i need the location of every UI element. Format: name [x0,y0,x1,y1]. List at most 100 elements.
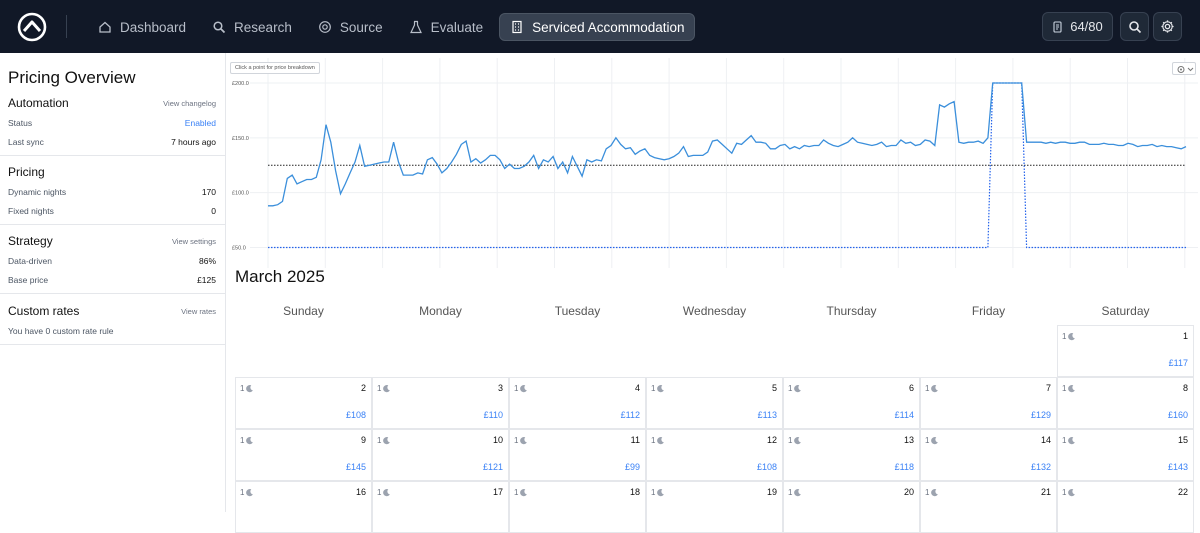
nights-indicator: 1 [788,384,802,393]
calendar-day-cell[interactable]: 1 17 [372,481,509,533]
base-price-value: £125 [197,275,216,285]
settings-button[interactable] [1153,12,1182,41]
nights-indicator: 1 [651,488,665,497]
nav-item-label: Evaluate [430,19,484,35]
calendar-day-cell[interactable]: 1 22 [1057,481,1194,533]
data-driven-value: 86% [198,256,216,266]
credits-button[interactable]: 64/80 [1042,12,1113,41]
calendar-day-cell[interactable]: 1 13 £118 [783,429,920,481]
moon-icon [657,436,665,445]
moon-icon [246,384,254,393]
nights-indicator: 1 [377,436,391,445]
search-icon [1128,20,1141,33]
logo-icon[interactable] [17,12,47,42]
view-settings-link[interactable]: View settings [171,237,216,246]
target-icon [318,21,331,33]
day-number: 14 [1040,435,1051,445]
calendar-day-cell[interactable]: 1 10 £121 [372,429,509,481]
calendar-day-cell[interactable]: 1 20 [783,481,920,533]
calendar-day-cell[interactable]: 1 14 £132 [920,429,1057,481]
day-number: 5 [771,383,777,393]
nights-indicator: 1 [1062,488,1076,497]
moon-icon [931,436,939,445]
calendar-day-cell[interactable]: 1 19 [646,481,783,533]
nav-item-serviced-accommodation[interactable]: Serviced Accommodation [499,13,696,41]
moon-icon [520,384,528,393]
day-number: 7 [1045,383,1051,393]
day-number: 12 [766,435,777,445]
search-button[interactable] [1120,12,1149,41]
gear-icon [1161,20,1174,33]
nights-count: 1 [377,436,382,445]
calendar-day-cell[interactable]: 1 18 [509,481,646,533]
calendar-day-cell[interactable]: 1 6 £114 [783,377,920,429]
day-number: 1 [1182,331,1188,341]
calendar-day-cell[interactable]: 1 4 £112 [509,377,646,429]
nights-count: 1 [1062,332,1067,341]
base-price-label: Base price [8,275,49,285]
calendar-day-cell[interactable]: 1 2 £108 [235,377,372,429]
top-navigation: Dashboard Research Source Evaluate Serviced … [0,0,1200,53]
custom-rates-section: Custom rates View rates You have 0 custo… [0,294,225,345]
weekday-monday: Monday [419,304,462,318]
calendar-day-cell[interactable]: 1 16 [235,481,372,533]
day-price: £129 [1030,410,1051,420]
day-number: 3 [497,383,503,393]
nights-count: 1 [1062,384,1067,393]
moon-icon [931,488,939,497]
nights-indicator: 1 [377,488,391,497]
view-changelog-link[interactable]: View changelog [163,99,216,108]
day-number: 20 [903,487,914,497]
calendar-day-cell[interactable]: 1 9 £145 [235,429,372,481]
day-number: 8 [1182,383,1188,393]
nights-indicator: 1 [651,436,665,445]
day-price: £143 [1167,462,1188,472]
y-tick-label: £200.0 [232,81,249,87]
nav-item-source[interactable]: Source [308,13,393,41]
moon-icon [1068,488,1076,497]
calendar-day-cell[interactable]: 1 3 £110 [372,377,509,429]
nav-item-dashboard[interactable]: Dashboard [88,13,196,41]
nav-item-label: Dashboard [120,19,187,35]
calendar-day-cell[interactable]: 1 8 £160 [1057,377,1194,429]
moon-icon [1068,384,1076,393]
month-title: March 2025 [235,267,325,286]
credits-count: 64/80 [1070,19,1103,34]
nights-indicator: 1 [240,384,254,393]
weekday-wednesday: Wednesday [682,304,747,318]
chart-settings-button[interactable] [1172,62,1196,75]
calendar-day-cell[interactable]: 1 5 £113 [646,377,783,429]
nights-count: 1 [240,384,245,393]
day-price: £108 [345,410,366,420]
moon-icon [520,436,528,445]
calendar-day-cell[interactable]: 1 11 £99 [509,429,646,481]
moon-icon [931,384,939,393]
nights-indicator: 1 [514,384,528,393]
strategy-heading: Strategy [8,234,53,248]
weekday-tuesday: Tuesday [554,304,601,318]
price-chart[interactable]: £200.0 £150.0 £100.0 £50.0 [228,58,1198,268]
strategy-section: Strategy View settings Data-driven 86% B… [0,225,225,294]
pricing-sidebar: Pricing Overview Automation View changel… [0,53,226,512]
calendar-day-cell[interactable]: 1 21 [920,481,1057,533]
nights-indicator: 1 [1062,384,1076,393]
moon-icon [383,488,391,497]
day-price: £110 [483,410,503,420]
nights-indicator: 1 [651,384,665,393]
nights-count: 1 [788,436,793,445]
calendar-day-cell[interactable]: 1 1 £117 [1057,325,1194,377]
nav-item-evaluate[interactable]: Evaluate [399,13,494,41]
nav-item-research[interactable]: Research [202,13,302,41]
calendar-day-cell[interactable]: 1 7 £129 [920,377,1057,429]
moon-icon [383,436,391,445]
view-rates-link[interactable]: View rates [181,307,216,316]
calendar-day-cell[interactable]: 1 15 £143 [1057,429,1194,481]
day-price: £145 [345,462,366,472]
nights-count: 1 [1062,436,1067,445]
fixed-nights-value: 0 [211,206,216,216]
day-price: £160 [1167,410,1188,420]
day-number: 16 [355,487,366,497]
day-price: £121 [482,462,503,472]
calendar-day-cell[interactable]: 1 12 £108 [646,429,783,481]
day-number: 10 [492,435,503,445]
